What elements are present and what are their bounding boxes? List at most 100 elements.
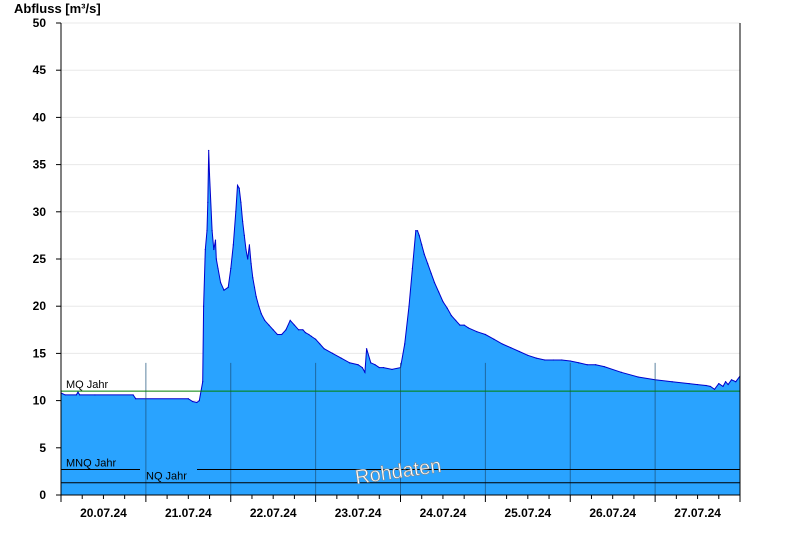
discharge-point <box>416 230 419 232</box>
discharge-point <box>484 333 486 336</box>
discharge-point <box>236 184 239 186</box>
discharge-point <box>535 357 537 359</box>
discharge-point <box>467 327 469 329</box>
reference-label-nq: NQ Jahr <box>146 471 187 483</box>
discharge-point <box>94 394 96 396</box>
discharge-point <box>427 263 429 265</box>
discharge-point <box>411 267 413 270</box>
discharge-point <box>713 388 716 390</box>
discharge-point <box>247 258 249 260</box>
discharge-point <box>430 272 432 274</box>
discharge-point <box>245 248 247 251</box>
discharge-point <box>77 391 79 393</box>
discharge-point <box>552 359 554 361</box>
discharge-point <box>310 335 312 338</box>
discharge-point <box>709 385 711 388</box>
discharge-point <box>493 338 495 340</box>
x-tick-label: 27.07.24 <box>674 506 721 520</box>
discharge-point <box>135 398 137 400</box>
discharge-point <box>727 383 729 386</box>
discharge-point <box>264 319 266 321</box>
x-tick-label: 26.07.24 <box>589 506 636 520</box>
y-tick-label: 15 <box>33 346 47 360</box>
discharge-point <box>214 239 217 241</box>
discharge-point <box>223 289 225 291</box>
discharge-point <box>620 371 622 373</box>
discharge-point <box>364 371 366 373</box>
x-tick-label: 22.07.24 <box>250 506 297 520</box>
discharge-point <box>293 324 296 326</box>
discharge-point <box>187 398 189 400</box>
discharge-point <box>340 357 342 359</box>
y-tick-label: 45 <box>33 63 47 77</box>
discharge-point <box>250 263 252 265</box>
y-tick-label: 20 <box>33 299 47 313</box>
discharge-point <box>378 366 380 369</box>
discharge-point <box>718 383 720 385</box>
discharge-point <box>213 248 215 251</box>
discharge-point <box>285 329 287 331</box>
x-tick-label: 24.07.24 <box>420 506 467 520</box>
x-tick-label: 21.07.24 <box>165 506 212 520</box>
discharge-point <box>276 333 279 336</box>
discharge-point <box>211 230 213 232</box>
discharge-point <box>75 394 77 396</box>
discharge-point <box>217 267 219 270</box>
discharge-point <box>578 362 580 364</box>
discharge-point <box>227 286 229 288</box>
discharge-point <box>323 348 325 350</box>
discharge-point <box>724 381 727 383</box>
discharge-point <box>268 324 270 326</box>
y-tick-label: 10 <box>33 394 47 408</box>
reference-label-mq: MQ Jahr <box>66 379 109 391</box>
discharge-point <box>459 324 461 326</box>
discharge-point <box>238 187 240 189</box>
discharge-point <box>255 296 257 298</box>
discharge-point <box>374 364 376 366</box>
discharge-point <box>476 331 478 333</box>
discharge-point <box>219 282 222 284</box>
discharge-point <box>252 277 254 279</box>
discharge-point <box>365 348 368 350</box>
y-tick-label: 30 <box>33 205 47 219</box>
discharge-point <box>202 305 205 307</box>
discharge-line <box>60 150 741 404</box>
discharge-point <box>391 368 393 371</box>
discharge-point <box>735 381 737 383</box>
discharge-point <box>569 360 571 362</box>
discharge-point <box>463 324 465 326</box>
discharge-point <box>242 220 244 222</box>
discharge-point <box>370 362 372 364</box>
discharge-point <box>64 394 66 396</box>
y-tick-label: 25 <box>33 252 47 266</box>
discharge-point <box>408 305 410 307</box>
y-tick-label: 50 <box>33 16 47 30</box>
discharge-point <box>230 267 232 270</box>
discharge-point <box>272 329 274 331</box>
discharge-point <box>442 300 444 303</box>
discharge-point <box>208 149 210 152</box>
discharge-point <box>561 359 563 361</box>
discharge-point <box>730 379 733 381</box>
discharge-point <box>253 286 256 288</box>
discharge-point <box>191 400 194 403</box>
discharge-point <box>319 343 321 345</box>
discharge-point <box>382 366 385 369</box>
discharge-point <box>202 381 204 383</box>
discharge-point <box>586 364 588 366</box>
discharge-point <box>281 333 283 336</box>
discharge-point <box>260 313 262 315</box>
discharge-point <box>361 366 363 369</box>
discharge-point <box>208 173 211 175</box>
discharge-point <box>404 343 406 345</box>
discharge-point <box>289 319 291 321</box>
discharge-point <box>243 234 245 236</box>
discharge-point <box>705 384 707 387</box>
discharge-point <box>518 350 520 353</box>
discharge-point <box>433 282 436 284</box>
discharge-point <box>207 201 209 203</box>
discharge-point <box>79 394 81 396</box>
discharge-point <box>501 343 503 345</box>
discharge-point <box>132 394 134 396</box>
